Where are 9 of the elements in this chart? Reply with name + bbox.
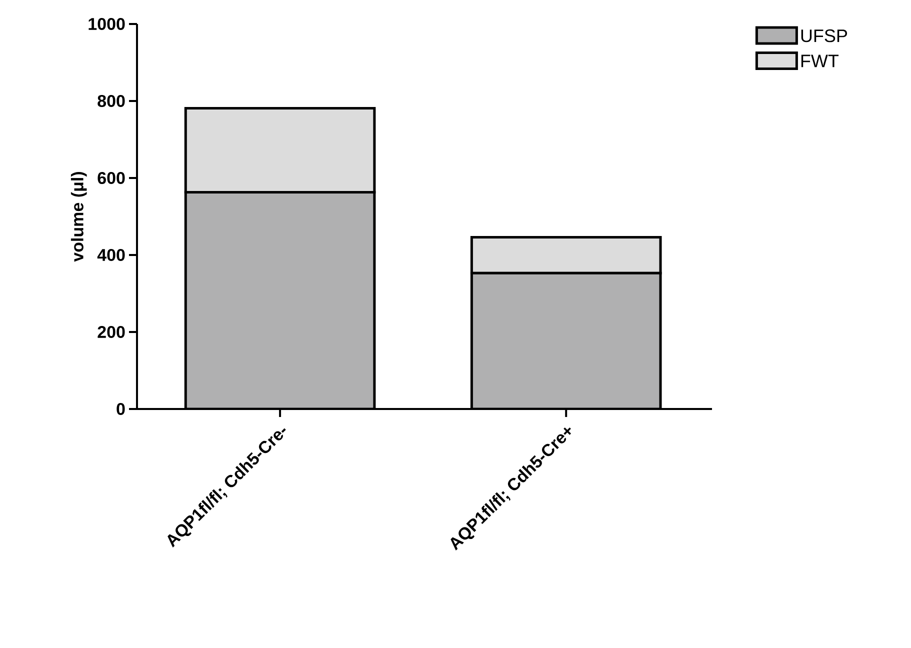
legend-label: UFSP — [801, 29, 848, 42]
y-tick-label: 200 — [98, 326, 125, 338]
y-tick-label: 0 — [116, 402, 125, 416]
y-tick-label: 600 — [98, 172, 125, 184]
y-axis-title: volume (μl) — [70, 172, 87, 262]
y-tick-label: 1000 — [88, 18, 125, 30]
legend-label: FWT — [801, 54, 839, 68]
y-tick-label: 400 — [97, 248, 125, 262]
y-tick-label: 800 — [98, 94, 125, 108]
